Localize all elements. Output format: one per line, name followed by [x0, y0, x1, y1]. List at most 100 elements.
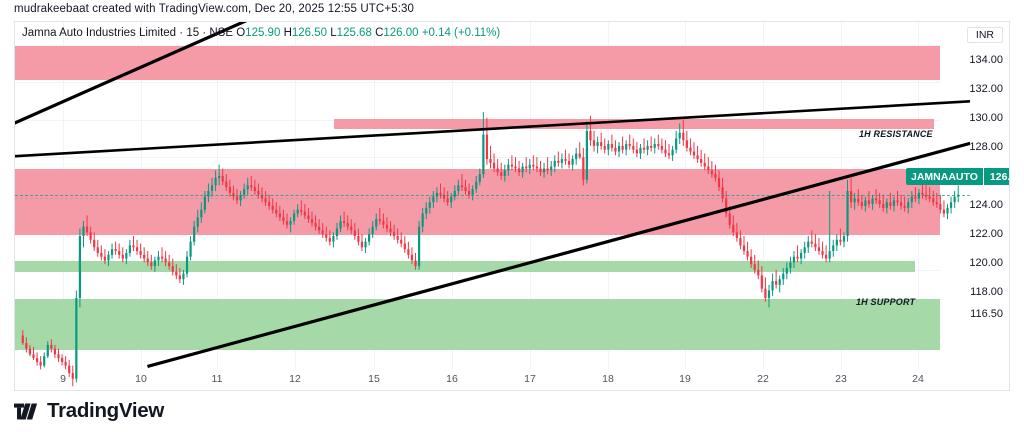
- candle-body-bearish: [796, 256, 799, 259]
- candle-body-bearish: [817, 247, 821, 252]
- support-trendline[interactable]: [147, 141, 970, 368]
- candle-body-bearish: [882, 204, 885, 208]
- candle-body-bullish: [503, 170, 506, 176]
- candle-body-bearish: [343, 221, 346, 223]
- ticker-badge-price: 126.00: [983, 168, 1009, 185]
- candle-body-bearish: [689, 147, 692, 152]
- candle-body-bearish: [310, 219, 314, 223]
- 1h-resistance-band[interactable]: [334, 119, 934, 129]
- candle-body-bearish: [378, 219, 381, 222]
- candle-body-bullish: [607, 144, 610, 150]
- resistance-trendline[interactable]: [15, 99, 970, 158]
- price-tick-label: 124.00: [969, 199, 1003, 211]
- 1h-resistance-label: 1H RESISTANCE: [859, 129, 933, 139]
- candle-body-bullish: [803, 247, 806, 253]
- ticker-badge-symbol: JAMNAAUTO: [906, 168, 984, 185]
- candle-body-bearish: [603, 145, 606, 150]
- candle-body-bullish: [243, 189, 246, 195]
- candle-body-bearish: [721, 187, 724, 199]
- candle-body-bearish: [914, 196, 917, 199]
- candle-body-bearish: [300, 209, 303, 212]
- candle-body-bearish: [32, 354, 35, 359]
- candle-body-bearish: [850, 190, 853, 203]
- candle-body-bearish: [621, 145, 624, 150]
- candle-body-bearish: [118, 251, 121, 255]
- candle-body-bullish: [560, 159, 564, 163]
- upper-rising-trendline[interactable]: [15, 22, 275, 129]
- candle-body-bullish: [846, 190, 849, 237]
- grid-line-horizontal: [15, 82, 970, 84]
- candle-body-bearish: [464, 187, 467, 191]
- candle-body-bullish: [639, 147, 642, 154]
- chart-plot-area[interactable]: 1H RESISTANCE 1H SUPPORT: [15, 22, 970, 390]
- candle-body-bearish: [146, 258, 149, 263]
- candle-body-bullish: [571, 159, 574, 165]
- candle-body-bearish: [221, 175, 224, 182]
- candle-body-bearish: [810, 241, 813, 244]
- price-tick-label: 120.00: [969, 257, 1003, 269]
- candle-body-bullish: [428, 202, 431, 208]
- candle-body-bearish: [546, 168, 549, 171]
- time-tick-label: 17: [524, 373, 536, 385]
- main-resistance-zone[interactable]: [15, 169, 970, 235]
- candle-body-bullish: [46, 344, 49, 357]
- candle-body-bearish: [821, 251, 824, 255]
- candle-body-bearish: [143, 254, 146, 259]
- candle-body-bullish: [128, 245, 131, 253]
- candle-body-bearish: [50, 344, 53, 349]
- candle-body-bearish: [135, 247, 139, 252]
- candle-body-bearish: [489, 159, 492, 163]
- candle-body-bearish: [28, 348, 32, 355]
- candle-body-bullish: [521, 166, 524, 173]
- candle-body-bearish: [728, 213, 731, 225]
- candle-body-bullish: [789, 262, 792, 268]
- price-tick-label: 128.00: [969, 141, 1003, 153]
- candle-body-bearish: [121, 254, 124, 259]
- candle-body-bearish: [535, 166, 539, 169]
- candle-body-bearish: [260, 194, 264, 199]
- candlestick-series: [21, 112, 960, 387]
- candle-body-bullish: [671, 149, 674, 156]
- ticker-price-badge[interactable]: JAMNAAUTO 126.00: [906, 168, 1009, 185]
- candle-body-bearish: [264, 198, 267, 203]
- candle-body-bullish: [550, 166, 553, 171]
- candle-body-bullish: [864, 200, 867, 206]
- time-scale[interactable]: 9 10 11 12 15 16 17 18 19 22 23 24: [14, 369, 1010, 391]
- candle-body-bearish: [257, 190, 260, 195]
- candle-body-bearish: [275, 209, 278, 214]
- candle-body-bullish: [193, 226, 196, 242]
- candle-body-bearish: [321, 230, 324, 235]
- candle-body-bearish: [382, 221, 385, 225]
- candle-body-bearish: [139, 251, 142, 255]
- candle-body-bullish: [332, 236, 335, 242]
- candle-body-bearish: [271, 206, 274, 210]
- candle-body-bearish: [532, 164, 535, 167]
- time-tick-label: 22: [757, 373, 769, 385]
- candle-body-bearish: [303, 211, 306, 216]
- candle-body-bullish: [832, 245, 835, 252]
- 1h-support-band[interactable]: [15, 261, 915, 272]
- candle-body-bearish: [253, 187, 256, 191]
- candle-body-bearish: [325, 234, 328, 238]
- candle-body-bullish: [417, 226, 421, 267]
- lower-support-zone[interactable]: [15, 299, 970, 350]
- candle-body-bearish: [750, 256, 753, 265]
- candle-body-bearish: [446, 198, 449, 203]
- candle-body-bearish: [496, 168, 499, 173]
- candle-body-bearish: [71, 373, 74, 379]
- candle-body-bearish: [714, 174, 717, 178]
- candle-body-bearish: [860, 202, 863, 206]
- candle-body-bearish: [235, 196, 239, 201]
- trendline-drawings[interactable]: [15, 22, 970, 390]
- candle-body-bearish: [757, 269, 760, 276]
- candle-body-bearish: [407, 249, 410, 255]
- candle-body-bearish: [21, 335, 24, 344]
- candle-body-bearish: [889, 202, 892, 206]
- candle-body-bearish: [268, 202, 271, 206]
- candle-body-bearish: [921, 192, 924, 195]
- candle-body-bullish: [767, 290, 771, 298]
- candle-body-bearish: [814, 243, 817, 248]
- candle-body-bullish: [778, 279, 781, 285]
- time-tick-label: 18: [602, 373, 614, 385]
